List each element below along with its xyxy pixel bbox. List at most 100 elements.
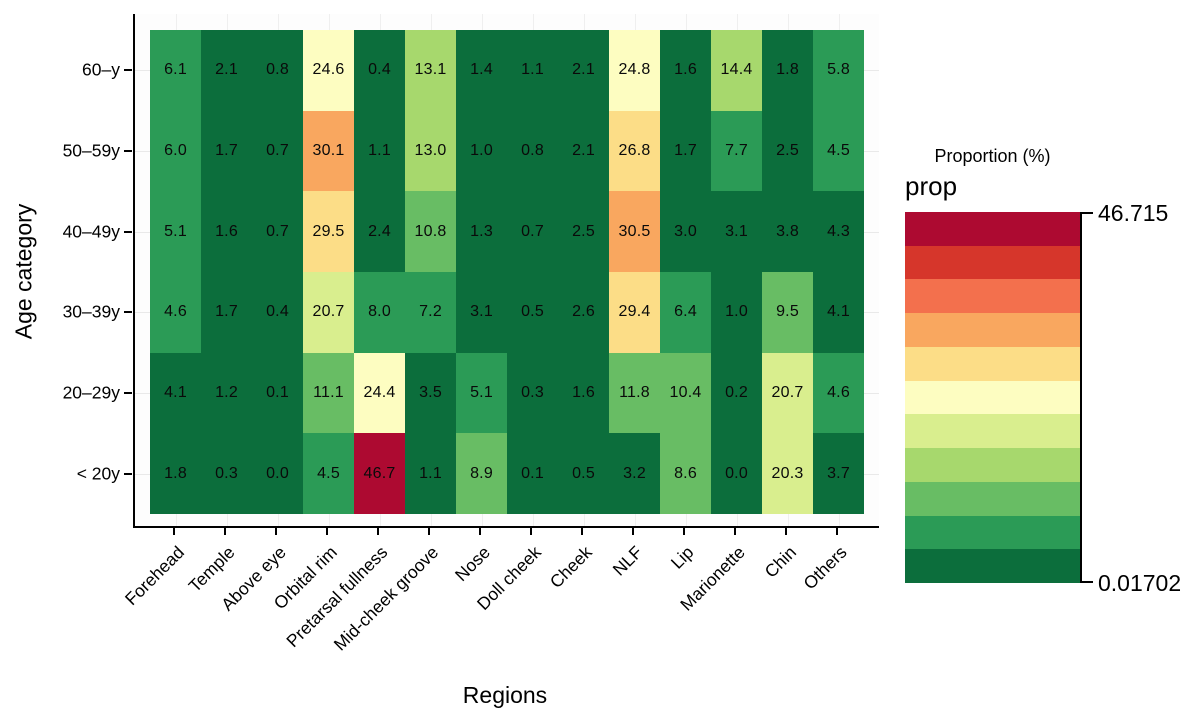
heatmap-cell: 11.8 bbox=[609, 352, 660, 434]
colorbar-min-label: 0.01702 bbox=[1098, 570, 1182, 596]
heatmap-cell: 0.8 bbox=[252, 30, 303, 111]
heatmap-cell: 4.1 bbox=[813, 271, 864, 353]
colorbar-segment bbox=[905, 245, 1080, 280]
x-tick bbox=[274, 527, 277, 535]
heatmap-cell: 4.3 bbox=[813, 191, 864, 272]
heatmap-cell: 6.0 bbox=[150, 110, 201, 192]
heatmap-cell: 1.2 bbox=[201, 352, 252, 434]
heatmap-cell: 0.5 bbox=[507, 271, 558, 353]
x-tick bbox=[325, 527, 328, 535]
colorbar-min-tick bbox=[1081, 581, 1093, 583]
colorbar-segment bbox=[905, 448, 1080, 482]
heatmap-cell: 1.1 bbox=[405, 433, 456, 514]
colorbar-segment bbox=[905, 313, 1080, 347]
heatmap-cell: 29.5 bbox=[303, 191, 354, 272]
heatmap-cell: 1.6 bbox=[660, 30, 711, 111]
heatmap-cell: 20.7 bbox=[303, 271, 354, 353]
heatmap-cell: 30.1 bbox=[303, 110, 354, 192]
heatmap-cell: 26.8 bbox=[609, 110, 660, 192]
heatmap-cell: 3.1 bbox=[456, 271, 507, 353]
colorbar-segment bbox=[905, 481, 1080, 516]
y-tick bbox=[124, 150, 132, 152]
heatmap-cell: 0.0 bbox=[711, 433, 762, 514]
x-tick bbox=[427, 527, 430, 535]
heatmap-cell: 0.7 bbox=[252, 110, 303, 192]
colorbar-max-tick bbox=[1081, 212, 1093, 214]
heatmap-cell: 1.7 bbox=[201, 110, 252, 192]
heatmap-cell: 1.4 bbox=[456, 30, 507, 111]
colorbar-segment bbox=[905, 212, 1080, 246]
heatmap-cell: 4.5 bbox=[813, 110, 864, 192]
heatmap-cell: 2.1 bbox=[201, 30, 252, 111]
heatmap-cell: 4.6 bbox=[150, 271, 201, 353]
x-tick bbox=[733, 527, 736, 535]
heatmap-cell: 10.4 bbox=[660, 352, 711, 434]
x-tick-label: Lip bbox=[666, 542, 698, 573]
heatmap-cell: 1.3 bbox=[456, 191, 507, 272]
x-tick bbox=[529, 527, 532, 535]
y-tick bbox=[124, 69, 132, 72]
colorbar-segment bbox=[905, 515, 1080, 550]
heatmap-cell: 0.4 bbox=[252, 271, 303, 353]
heatmap-cell: 8.9 bbox=[456, 433, 507, 514]
x-axis-title: Regions bbox=[462, 682, 548, 708]
heatmap-cell: 2.5 bbox=[762, 110, 813, 192]
y-tick-label: 30–39y bbox=[62, 301, 120, 322]
heatmap-cell: 2.1 bbox=[558, 110, 609, 192]
heatmap-cell: 1.8 bbox=[762, 30, 813, 111]
y-axis-title: Age category bbox=[10, 203, 37, 340]
heatmap-cell: 0.3 bbox=[201, 433, 252, 514]
heatmap-cell: 1.1 bbox=[507, 30, 558, 111]
heatmap-cell: 3.2 bbox=[609, 433, 660, 514]
heatmap-cell: 4.6 bbox=[813, 352, 864, 434]
x-tick-label: NLF bbox=[609, 542, 647, 580]
y-tick-label: 60–y bbox=[82, 59, 120, 80]
heatmap-cell: 1.8 bbox=[150, 433, 201, 514]
heatmap-cell: 0.1 bbox=[507, 433, 558, 514]
x-tick bbox=[682, 527, 685, 535]
heatmap-cell: 9.5 bbox=[762, 271, 813, 353]
y-tick bbox=[124, 472, 132, 475]
heatmap-cell: 46.7 bbox=[354, 433, 405, 514]
heatmap-cell: 6.4 bbox=[660, 271, 711, 353]
heatmap-cell: 5.1 bbox=[456, 352, 507, 434]
x-tick-label: Cheek bbox=[545, 542, 596, 592]
y-tick-label: < 20y bbox=[76, 463, 120, 484]
heatmap-cell: 3.1 bbox=[711, 191, 762, 272]
heatmap-cell: 13.1 bbox=[405, 30, 456, 111]
y-tick bbox=[124, 230, 132, 233]
y-tick-label: 50–59y bbox=[62, 140, 120, 161]
heatmap-cell: 13.0 bbox=[405, 110, 456, 192]
x-tick bbox=[580, 527, 583, 535]
heatmap-cell: 3.7 bbox=[813, 433, 864, 514]
heatmap-cell: 1.6 bbox=[558, 352, 609, 434]
legend-subtitle: prop bbox=[905, 171, 958, 201]
colorbar-segment bbox=[905, 346, 1080, 381]
x-tick-label: Others bbox=[799, 542, 851, 594]
heatmap-cell: 20.3 bbox=[762, 433, 813, 514]
x-tick bbox=[631, 527, 634, 535]
heatmap-cell: 7.7 bbox=[711, 110, 762, 192]
heatmap-cell: 1.1 bbox=[354, 110, 405, 192]
heatmap-cell: 2.5 bbox=[558, 191, 609, 272]
heatmap-cell: 2.6 bbox=[558, 271, 609, 353]
heatmap-cell: 0.1 bbox=[252, 352, 303, 434]
heatmap-cell: 0.7 bbox=[252, 191, 303, 272]
x-tick-label: Chin bbox=[760, 542, 800, 582]
heatmap-cell: 1.0 bbox=[711, 271, 762, 353]
heatmap-cell: 0.8 bbox=[507, 110, 558, 192]
heatmap-cell: 11.1 bbox=[303, 352, 354, 434]
heatmap-cell: 1.0 bbox=[456, 110, 507, 192]
heatmap-cell: 1.6 bbox=[201, 191, 252, 272]
heatmap-cell: 1.7 bbox=[660, 110, 711, 192]
heatmap-cell: 2.4 bbox=[354, 191, 405, 272]
heatmap-cell: 0.4 bbox=[354, 30, 405, 111]
y-tick bbox=[124, 311, 132, 314]
heatmap-cell: 10.8 bbox=[405, 191, 456, 272]
x-tick bbox=[223, 527, 226, 535]
heatmap-cell: 30.5 bbox=[609, 191, 660, 272]
y-tick-label: 20–29y bbox=[62, 382, 120, 403]
legend-colorbar bbox=[905, 212, 1082, 584]
y-tick-label: 40–49y bbox=[62, 221, 120, 242]
heatmap-cell: 24.4 bbox=[354, 352, 405, 434]
